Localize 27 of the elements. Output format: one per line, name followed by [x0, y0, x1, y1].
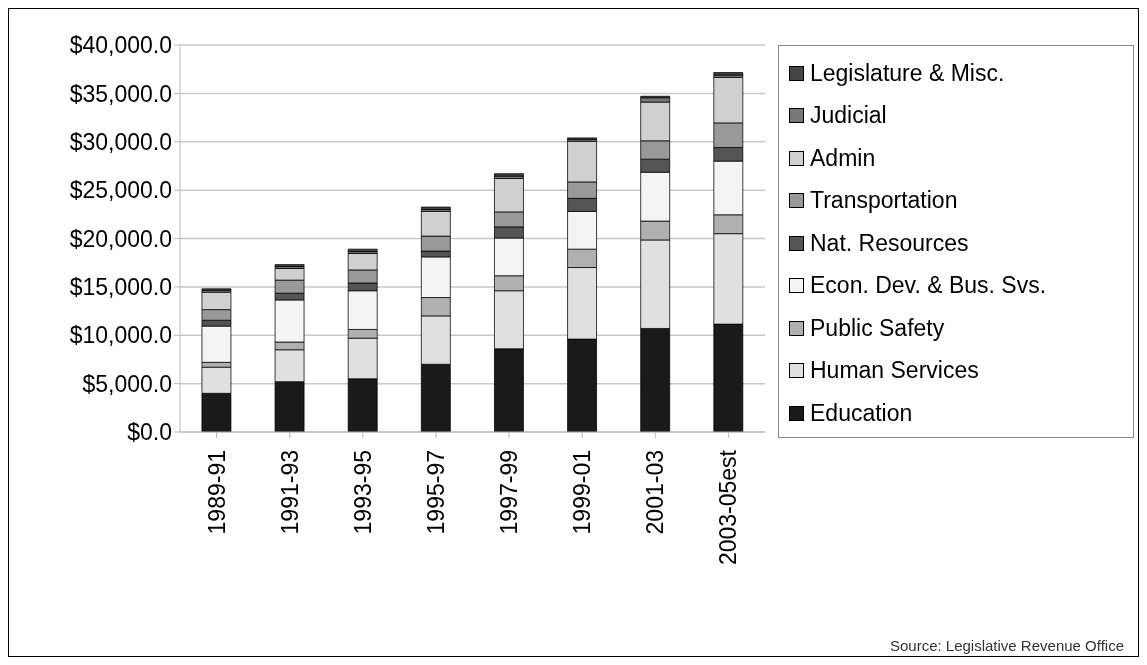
- y-tick-label: $40,000.0: [69, 32, 172, 59]
- x-tick-label: 1997-99: [496, 450, 523, 535]
- y-tick-label: $10,000.0: [69, 322, 172, 349]
- x-tick-label: 1991-93: [276, 450, 303, 535]
- y-tick-label: $5,000.0: [82, 370, 172, 397]
- legend-label: Judicial: [810, 102, 887, 130]
- legend-label: Nat. Resources: [810, 229, 969, 257]
- x-tick-label: 1995-97: [422, 450, 449, 535]
- legend-label: Transportation: [810, 187, 958, 215]
- x-tick-label: 1989-91: [203, 450, 230, 535]
- y-tick-label: $0.0: [127, 419, 172, 446]
- legend-label: Legislature & Misc.: [810, 59, 1005, 87]
- x-tick-label: 1993-95: [349, 450, 376, 535]
- y-tick-label: $20,000.0: [69, 225, 172, 252]
- y-tick-label: $30,000.0: [69, 128, 172, 155]
- legend-label: Education: [810, 399, 913, 427]
- legend-label: Econ. Dev. & Bus. Svs.: [810, 272, 1047, 300]
- legend-label: Human Services: [810, 357, 979, 385]
- legend-label: Public Safety: [810, 314, 945, 342]
- source-note: Source: Legislative Revenue Office: [889, 637, 1124, 654]
- x-tick-label: 2003-05est: [715, 449, 742, 566]
- x-tick-label: 2001-03: [642, 450, 669, 535]
- y-tick-label: $35,000.0: [69, 80, 172, 107]
- y-tick-label: $15,000.0: [69, 274, 172, 301]
- x-tick-label: 1999-01: [569, 450, 596, 535]
- legend-label: Admin: [810, 144, 876, 172]
- y-tick-label: $25,000.0: [69, 177, 172, 204]
